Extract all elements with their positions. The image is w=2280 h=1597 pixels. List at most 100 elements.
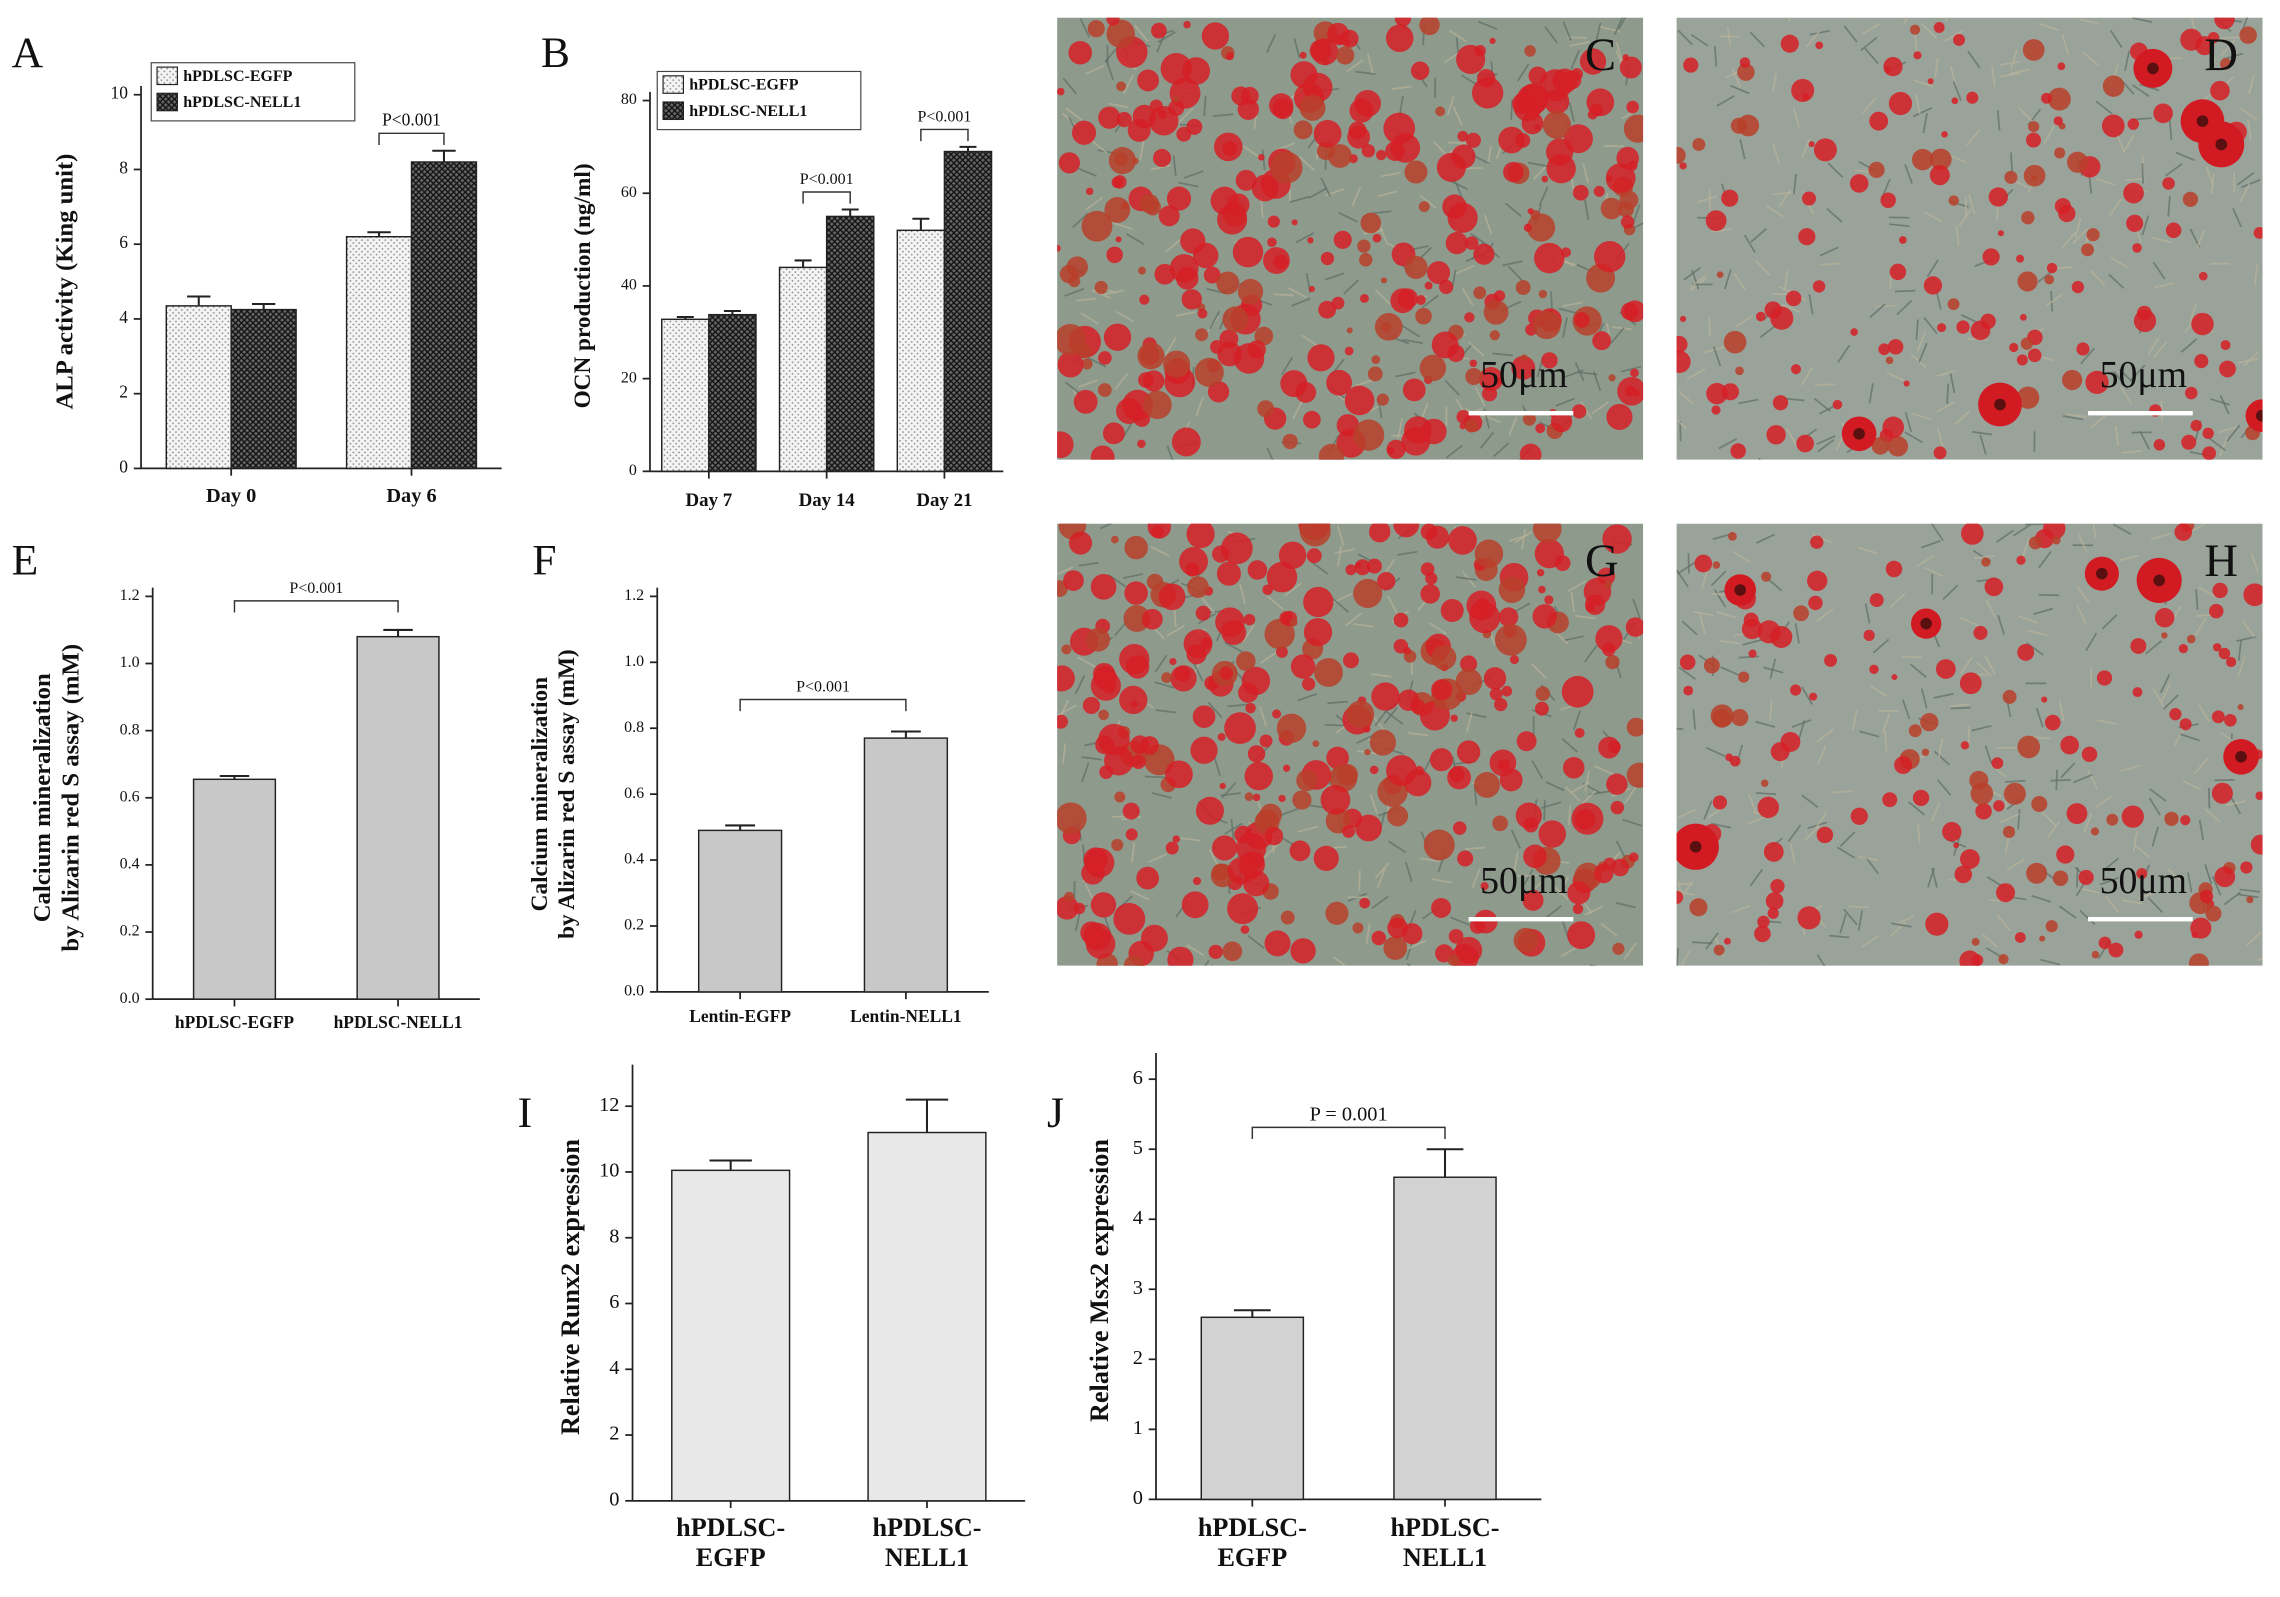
cell-streak	[2195, 589, 2199, 610]
cell-streak	[1902, 17, 1909, 25]
cell-streak	[1936, 401, 1955, 413]
stain-blob	[1450, 714, 1458, 722]
cell-streak	[2223, 891, 2242, 906]
stain-blob	[1264, 826, 1284, 846]
stain-blob	[1367, 366, 1383, 382]
cell-streak	[1077, 167, 1097, 177]
stain-blob	[1369, 765, 1379, 775]
cell-streak	[2072, 228, 2088, 244]
significance-label: P<0.001	[289, 580, 343, 597]
stain-blob	[1278, 541, 1307, 570]
cell-streak	[1369, 793, 1378, 814]
stain-blob	[1227, 893, 1259, 925]
stain-blob	[1424, 281, 1433, 290]
cell-streak	[1371, 714, 1386, 732]
cell-streak	[1078, 561, 1099, 567]
stain-blob	[1385, 141, 1405, 161]
stain-blob	[1953, 33, 1966, 46]
stain-blob	[1352, 922, 1364, 934]
stain-blob	[1172, 835, 1181, 843]
cell-streak	[1492, 352, 1513, 357]
stain-blob	[1108, 147, 1136, 175]
cell-streak	[1242, 145, 1261, 159]
cell-streak	[1591, 401, 1609, 415]
cell-streak	[1366, 53, 1374, 74]
stain-blob	[1410, 699, 1426, 714]
cell-streak	[1955, 225, 1960, 246]
cell-streak	[1733, 272, 1747, 291]
stain-blob	[1605, 654, 1620, 670]
stain-blob	[1299, 523, 1331, 547]
stain-blob	[1474, 539, 1504, 568]
cell-streak	[1710, 822, 1732, 829]
stain-blob	[1808, 595, 1823, 611]
stain-blob	[1501, 685, 1513, 697]
stain-blob	[1483, 299, 1509, 325]
stain-blob	[1357, 239, 1371, 253]
stain-blob	[1290, 654, 1316, 679]
stain-blob	[1073, 389, 1098, 414]
cell-streak	[1175, 311, 1196, 317]
stain-blob	[1483, 667, 1507, 690]
cell-streak	[1224, 641, 1244, 653]
stain-blob	[1880, 192, 1896, 208]
stain-blob	[1326, 746, 1349, 770]
cell-streak	[2110, 256, 2129, 269]
cell-streak	[1944, 30, 1964, 42]
micrograph	[1057, 17, 1644, 460]
stain-blob	[1809, 692, 1818, 701]
bar	[356, 635, 440, 1000]
y-tick-label: 2	[1133, 1347, 1143, 1369]
stain-blob	[1516, 731, 1537, 752]
stain-blob	[1869, 664, 1879, 675]
stain-blob	[1146, 573, 1164, 591]
stain-blob	[1683, 57, 1699, 73]
stain-blob	[1087, 20, 1105, 38]
cell-streak	[1062, 77, 1078, 95]
cell-streak	[1968, 194, 1976, 215]
cell-streak	[1081, 756, 1102, 761]
stain-blob	[1121, 201, 1129, 210]
stain-blob	[1882, 792, 1898, 808]
error-bar	[219, 774, 250, 780]
stain-blob	[2021, 211, 2035, 225]
cell-streak	[1732, 550, 1751, 563]
stain-blob	[2098, 936, 2112, 950]
cell-streak	[2245, 931, 2262, 947]
error-bar	[841, 208, 859, 217]
stain-blob	[1183, 20, 1191, 29]
stain-blob	[1954, 865, 1973, 884]
stain-blob	[1386, 755, 1417, 786]
cell-streak	[2152, 688, 2165, 707]
stain-blob	[2016, 354, 2028, 366]
cell-streak	[2236, 635, 2257, 642]
cell-streak	[2238, 893, 2259, 899]
stain-blob	[1290, 61, 1318, 89]
cell-streak	[2050, 779, 2071, 782]
cell-streak	[1927, 867, 1936, 888]
cell-streak	[1921, 23, 1938, 39]
stain-blob	[2041, 696, 2048, 703]
stain-blob	[1359, 897, 1371, 909]
stain-blob	[1808, 141, 1815, 148]
stain-blob	[2239, 26, 2257, 44]
stain-blob	[1550, 410, 1573, 433]
stain-blob	[1102, 422, 1125, 445]
stain-blob	[1306, 548, 1322, 564]
y-axis-title: Relative Msx2 expression	[1085, 1139, 1114, 1422]
cell-streak	[2211, 876, 2222, 896]
cell-streak	[1114, 372, 1129, 390]
stain-blob	[1221, 532, 1253, 565]
cell-streak	[1481, 413, 1501, 424]
cell-streak	[2194, 757, 2209, 774]
stain-blob	[1143, 390, 1172, 420]
stain-blob	[2182, 191, 2199, 207]
stain-blob	[1526, 213, 1556, 242]
cell-streak	[1632, 204, 1641, 225]
cell-streak	[1931, 523, 1944, 542]
stain-blob	[1960, 741, 1970, 750]
stain-blob	[1272, 709, 1282, 719]
cell-streak	[1857, 910, 1863, 931]
stain-blob	[1513, 92, 1542, 122]
cell-streak	[1862, 97, 1877, 114]
